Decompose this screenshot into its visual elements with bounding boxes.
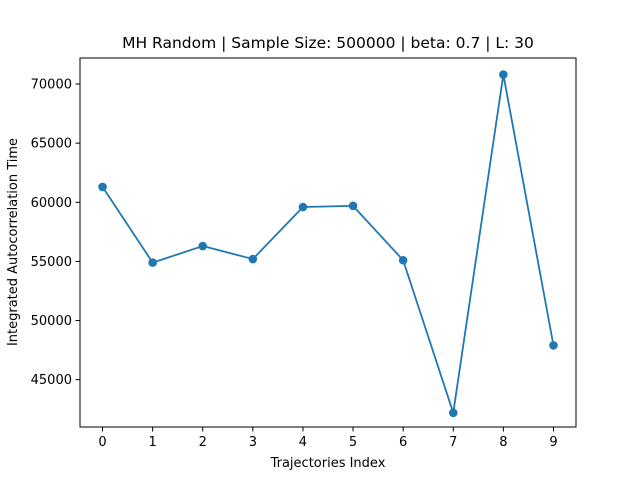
- data-point: [448, 408, 458, 418]
- data-point: [298, 202, 308, 212]
- x-tick-label: 7: [449, 435, 457, 450]
- data-point: [398, 255, 408, 265]
- data-point: [148, 258, 157, 267]
- series-line: [101, 73, 555, 414]
- y-tick-label: 70000: [31, 78, 72, 93]
- x-axis-label: Trajectories Index: [270, 456, 386, 471]
- x-tick-label: 8: [499, 435, 507, 450]
- y-tick-label: 60000: [31, 196, 72, 211]
- axes-frame: [79, 57, 577, 428]
- data-point: [248, 254, 258, 264]
- data-point: [499, 70, 508, 79]
- data-point: [198, 241, 208, 251]
- x-tick-label: 4: [299, 435, 307, 450]
- x-tick-label: 5: [349, 435, 357, 450]
- x-tick-label: 6: [399, 435, 407, 450]
- data-point: [348, 201, 358, 211]
- y-tick-label: 65000: [31, 137, 72, 152]
- data-point: [98, 182, 107, 192]
- x-tick-label: 0: [98, 435, 106, 450]
- data-point: [549, 341, 558, 350]
- chart-title: MH Random | Sample Size: 500000 | beta: …: [122, 34, 534, 52]
- y-tick-label: 55000: [31, 255, 72, 270]
- y-tick-label: 45000: [31, 373, 72, 388]
- plot-area: 0 1 2 3 4 5 6 7 8 9 45000 50000 55000 60000 65000 70000: [31, 57, 577, 450]
- y-tick-label: 50000: [31, 314, 72, 329]
- x-tick-label: 3: [249, 435, 257, 450]
- y-axis-label: Integrated Autocorrelation Time: [6, 138, 21, 346]
- x-tick-label: 9: [549, 435, 557, 450]
- x-tick-label: 2: [199, 435, 207, 450]
- x-tick-label: 1: [149, 435, 157, 450]
